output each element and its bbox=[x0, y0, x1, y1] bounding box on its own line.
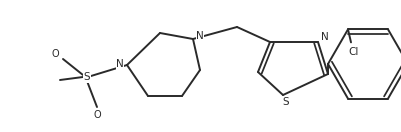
Text: S: S bbox=[282, 97, 289, 107]
Text: O: O bbox=[93, 110, 101, 120]
Text: N: N bbox=[196, 31, 203, 41]
Text: O: O bbox=[51, 49, 59, 59]
Text: N: N bbox=[116, 59, 124, 69]
Text: S: S bbox=[83, 72, 90, 82]
Text: Cl: Cl bbox=[348, 47, 358, 57]
Text: N: N bbox=[320, 32, 328, 42]
